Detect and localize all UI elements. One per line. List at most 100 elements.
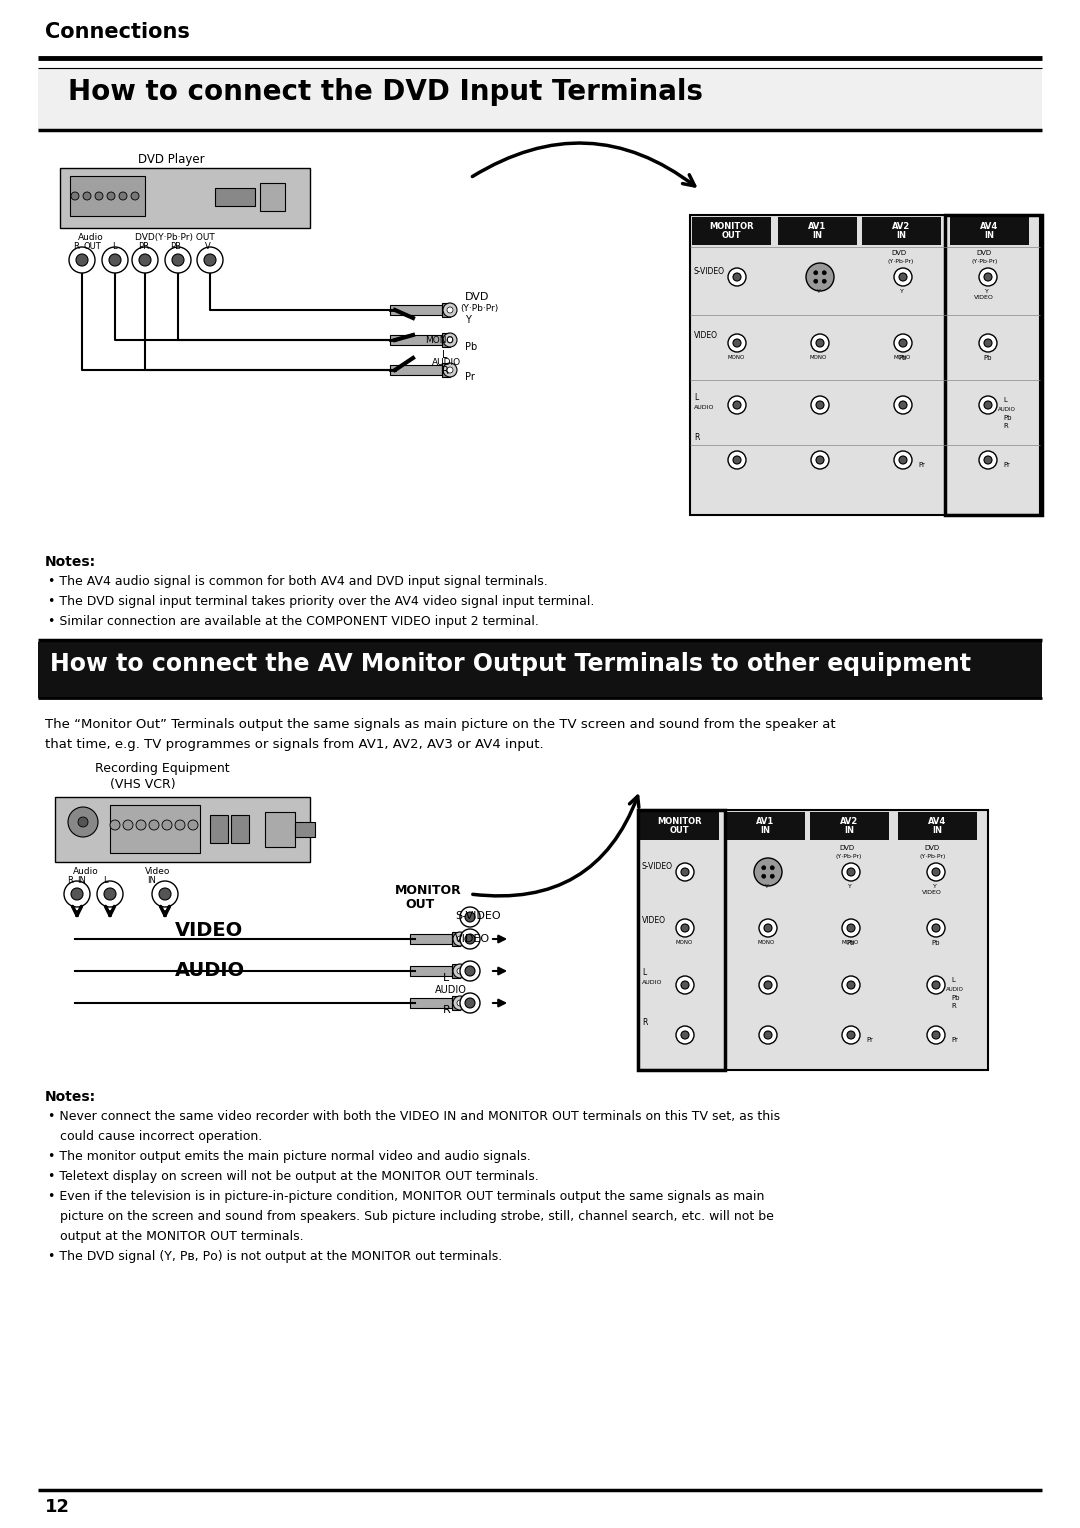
Text: MONO: MONO [727, 354, 744, 361]
Text: • Even if the television is in picture-in-picture condition, MONITOR OUT termina: • Even if the television is in picture-i… [48, 1190, 765, 1203]
Text: Pr: Pr [465, 371, 475, 382]
Text: Y: Y [985, 289, 989, 293]
Circle shape [110, 821, 120, 830]
Bar [690, 215, 1040, 515]
Bar [638, 810, 725, 1070]
Bar [390, 365, 442, 374]
Circle shape [204, 254, 216, 266]
Bar [210, 814, 228, 843]
Text: OUT: OUT [83, 241, 100, 251]
Circle shape [733, 274, 741, 281]
Text: Notes:: Notes: [45, 555, 96, 568]
Text: Audio: Audio [73, 866, 98, 876]
Bar [215, 188, 255, 206]
Bar [950, 217, 1029, 244]
Text: MONO: MONO [426, 336, 454, 345]
Bar [453, 932, 460, 946]
Text: VIDEO: VIDEO [455, 934, 490, 944]
Circle shape [457, 999, 463, 1005]
Text: AV4
IN: AV4 IN [981, 222, 999, 240]
Circle shape [978, 267, 997, 286]
Bar [453, 996, 460, 1010]
Circle shape [759, 918, 777, 937]
Text: • The DVD signal input terminal takes priority over the AV4 video signal input t: • The DVD signal input terminal takes pr… [48, 594, 594, 608]
Circle shape [676, 863, 694, 882]
Text: R: R [951, 1002, 956, 1008]
Text: Pb: Pb [983, 354, 991, 361]
Circle shape [465, 998, 475, 1008]
Circle shape [681, 981, 689, 989]
Text: L: L [443, 973, 449, 983]
Text: AV4
IN: AV4 IN [929, 816, 947, 836]
Text: L: L [1003, 397, 1007, 403]
Text: could cause incorrect operation.: could cause incorrect operation. [48, 1131, 262, 1143]
Circle shape [764, 1031, 772, 1039]
Text: Pb: Pb [846, 940, 854, 946]
Circle shape [764, 981, 772, 989]
Circle shape [460, 961, 480, 981]
Text: AUDIO: AUDIO [998, 406, 1016, 413]
Text: • The DVD signal (Y, Pʙ, Pᴏ) is not output at the MONITOR out terminals.: • The DVD signal (Y, Pʙ, Pᴏ) is not outp… [48, 1250, 502, 1264]
Text: output at the MONITOR OUT terminals.: output at the MONITOR OUT terminals. [48, 1230, 303, 1242]
Text: Video: Video [145, 866, 171, 876]
Text: MONO: MONO [675, 940, 692, 944]
Text: Pb: Pb [931, 940, 940, 946]
Text: DVD: DVD [976, 251, 991, 257]
Circle shape [847, 868, 855, 876]
Text: DVD: DVD [891, 251, 906, 257]
Circle shape [728, 396, 746, 414]
Circle shape [733, 455, 741, 465]
Circle shape [813, 280, 818, 283]
Text: V: V [205, 241, 211, 251]
Text: Y: Y [816, 289, 821, 293]
Circle shape [78, 817, 87, 827]
Text: Recording Equipment: Recording Equipment [95, 762, 230, 775]
Circle shape [816, 400, 824, 410]
Circle shape [149, 821, 159, 830]
Circle shape [136, 821, 146, 830]
Text: Y: Y [765, 885, 769, 889]
Text: R: R [73, 241, 79, 251]
Text: • Never connect the same video recorder with both the VIDEO IN and MONITOR OUT t: • Never connect the same video recorder … [48, 1109, 780, 1123]
Circle shape [894, 396, 912, 414]
Text: (Y·Pb·Pr): (Y·Pb·Pr) [460, 304, 498, 313]
Circle shape [447, 307, 453, 313]
Text: Connections: Connections [45, 21, 190, 41]
Text: AUDIO: AUDIO [642, 979, 662, 986]
Circle shape [68, 807, 98, 837]
Text: VIDEO: VIDEO [642, 915, 666, 924]
Circle shape [728, 335, 746, 351]
Text: MONO: MONO [893, 354, 910, 361]
Circle shape [842, 1025, 860, 1044]
Text: that time, e.g. TV programmes or signals from AV1, AV2, AV3 or AV4 input.: that time, e.g. TV programmes or signals… [45, 738, 543, 750]
Circle shape [728, 451, 746, 469]
Circle shape [984, 339, 993, 347]
Text: Y: Y [900, 289, 904, 293]
Circle shape [899, 455, 907, 465]
Circle shape [894, 335, 912, 351]
Text: L: L [642, 969, 646, 976]
Text: Pr: Pr [866, 1038, 873, 1044]
Circle shape [842, 976, 860, 995]
Text: (Y·Pb·Pr): (Y·Pb·Pr) [972, 260, 998, 264]
Circle shape [172, 254, 184, 266]
Circle shape [71, 193, 79, 200]
Text: AUDIO: AUDIO [435, 986, 467, 995]
Circle shape [754, 859, 782, 886]
Circle shape [76, 254, 87, 266]
Bar [442, 333, 450, 347]
Text: AV1
IN: AV1 IN [756, 816, 774, 836]
Circle shape [443, 364, 457, 377]
Circle shape [453, 964, 467, 978]
Bar [410, 934, 453, 944]
Circle shape [131, 193, 139, 200]
Circle shape [764, 924, 772, 932]
Text: The “Monitor Out” Terminals output the same signals as main picture on the TV sc: The “Monitor Out” Terminals output the s… [45, 718, 836, 730]
Text: Y: Y [933, 885, 936, 889]
Circle shape [102, 248, 129, 274]
Circle shape [759, 1025, 777, 1044]
Bar [726, 811, 805, 840]
Circle shape [465, 912, 475, 921]
Text: S-VIDEO: S-VIDEO [642, 862, 673, 871]
Circle shape [69, 248, 95, 274]
